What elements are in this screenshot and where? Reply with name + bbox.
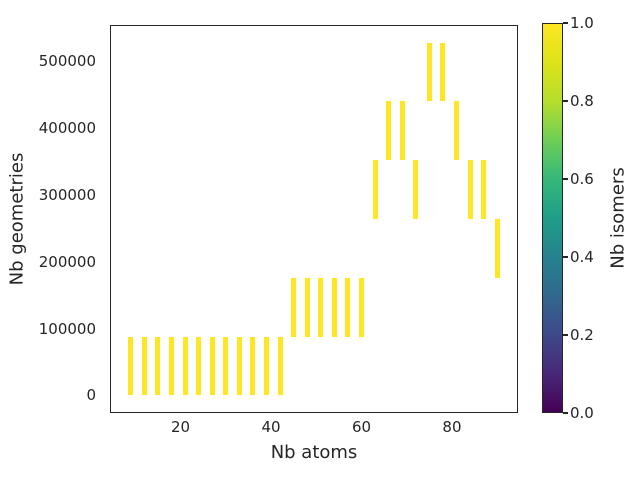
histogram-bar bbox=[386, 101, 392, 161]
colorbar-tick-label: 0.6 bbox=[570, 170, 594, 188]
histogram-bar bbox=[481, 160, 487, 219]
histogram-bar bbox=[331, 277, 337, 337]
colorbar-tick-label: 0.0 bbox=[570, 404, 594, 422]
histogram-bar bbox=[467, 160, 473, 219]
x-tick-label: 80 bbox=[442, 418, 462, 436]
histogram-bar bbox=[440, 42, 446, 102]
histogram-bar bbox=[223, 336, 229, 396]
histogram-bar bbox=[291, 277, 297, 337]
histogram-bar bbox=[155, 336, 161, 396]
x-tick-label: 40 bbox=[261, 418, 281, 436]
y-tick-label: 500000 bbox=[38, 52, 96, 71]
colorbar-tick-label: 1.0 bbox=[570, 14, 594, 32]
colorbar-tick-mark bbox=[563, 178, 568, 180]
histogram-bar bbox=[318, 277, 324, 337]
histogram-bar bbox=[399, 101, 405, 161]
colorbar-tick-mark bbox=[563, 256, 568, 258]
histogram-bar bbox=[128, 336, 134, 396]
histogram-bar bbox=[196, 336, 202, 396]
histogram-bar bbox=[264, 336, 269, 396]
x-axis-label: Nb atoms bbox=[270, 442, 358, 463]
histogram-bar bbox=[169, 336, 175, 396]
histogram-bar bbox=[345, 277, 351, 337]
histogram-bar bbox=[182, 336, 188, 396]
x-tick-label: 20 bbox=[171, 418, 191, 436]
histogram-bar bbox=[494, 219, 500, 278]
histogram-bar bbox=[372, 160, 378, 219]
colorbar-tick-mark bbox=[563, 100, 568, 102]
histogram-bar bbox=[453, 101, 459, 161]
y-tick-label: 400000 bbox=[38, 118, 96, 137]
plot-area bbox=[110, 25, 518, 413]
colorbar-tick-label: 0.2 bbox=[570, 326, 594, 344]
histogram-bar bbox=[141, 336, 147, 396]
x-tick-label: 60 bbox=[351, 418, 372, 436]
histogram-bar bbox=[413, 160, 419, 219]
colorbar-tick-label: 0.8 bbox=[570, 92, 594, 110]
histogram-bar bbox=[358, 277, 364, 337]
histogram-bar bbox=[426, 42, 432, 102]
colorbar-gradient bbox=[542, 23, 563, 413]
histogram-bar bbox=[209, 336, 215, 396]
y-tick-label: 0 bbox=[86, 386, 96, 405]
colorbar-label: Nb isomers bbox=[607, 167, 629, 269]
colorbar-tick-mark bbox=[563, 412, 568, 414]
y-tick-label: 100000 bbox=[38, 319, 96, 338]
y-tick-label: 200000 bbox=[38, 252, 96, 271]
y-tick-label: 300000 bbox=[38, 185, 96, 204]
colorbar-tick-mark bbox=[563, 22, 568, 24]
colorbar-tick-mark bbox=[563, 334, 568, 336]
histogram-bar bbox=[250, 336, 256, 396]
colorbar-tick-label: 0.4 bbox=[570, 248, 594, 266]
histogram-bar bbox=[236, 336, 242, 396]
histogram-bar bbox=[304, 277, 310, 337]
histogram-bar bbox=[277, 336, 283, 396]
